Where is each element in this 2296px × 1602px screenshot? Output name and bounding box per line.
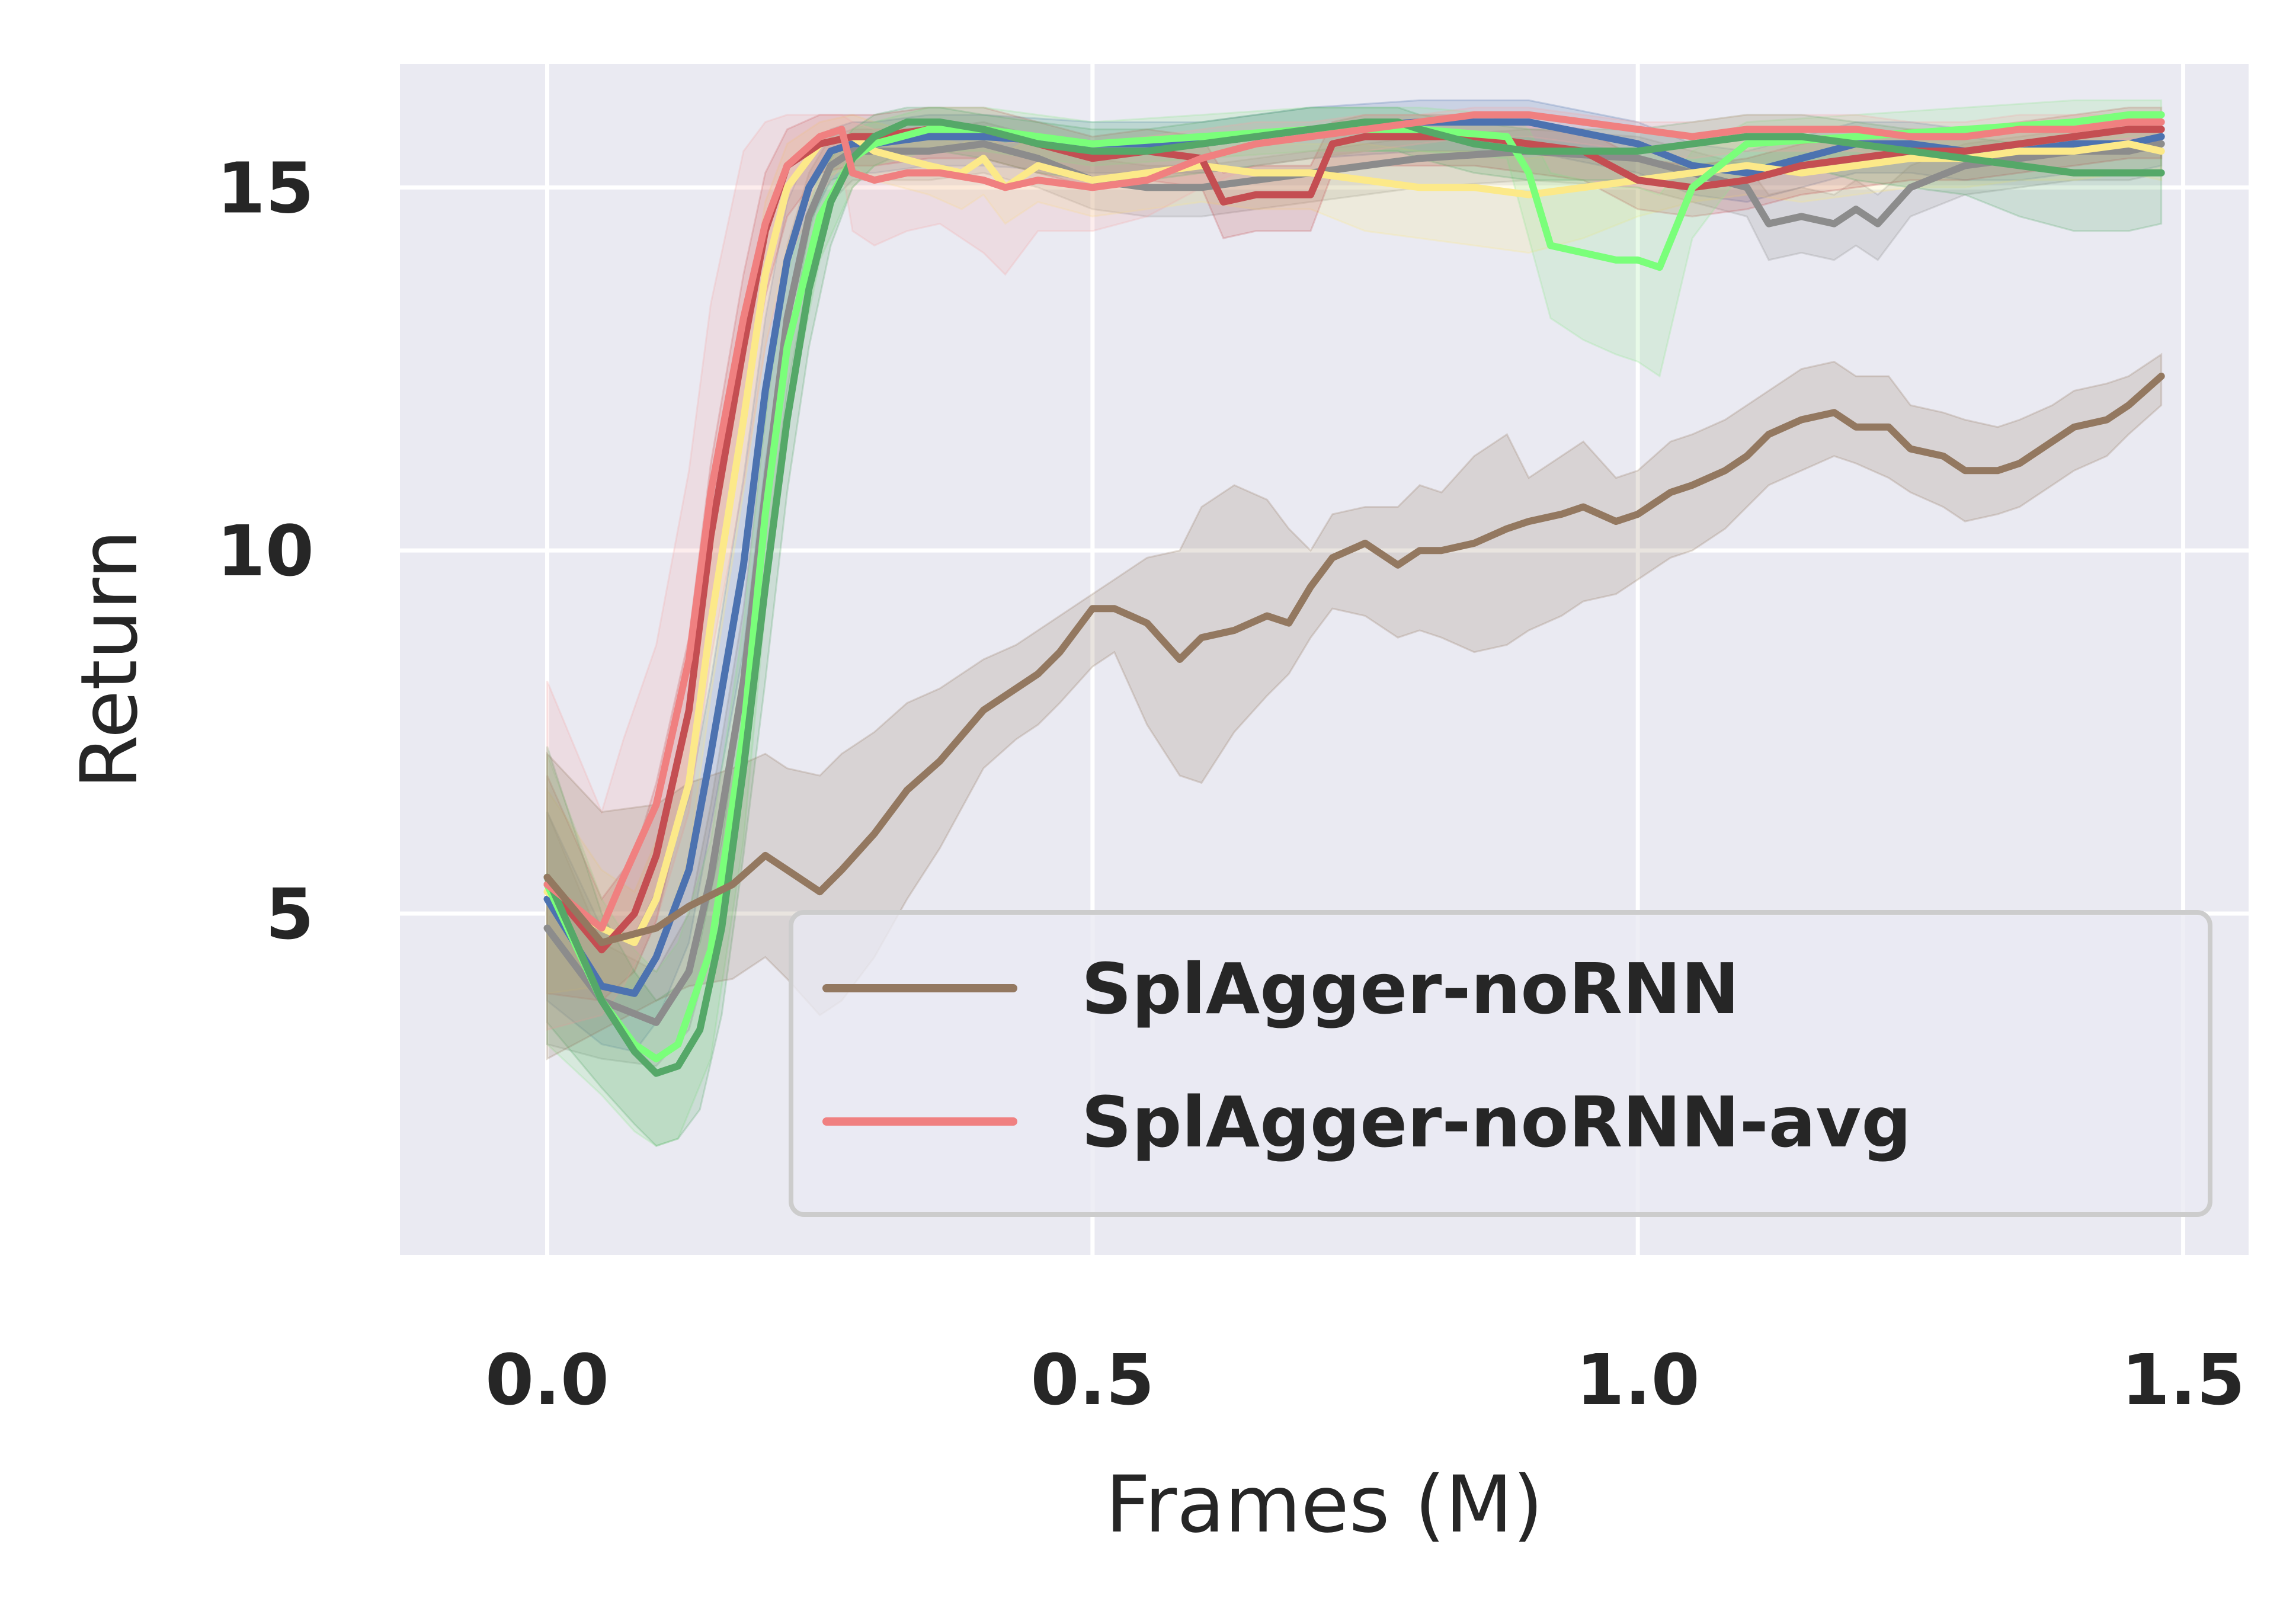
series-6-line [543,126,2165,954]
x-tick-label: 0.5 [1030,1339,1154,1421]
legend-label-splagger-nornn-avg: SplAgger-noRNN-avg [1081,1081,1911,1163]
series-8-band [546,107,2163,1147]
x-tick-label: 1.5 [2121,1339,2245,1421]
splagger-nornn-line [543,373,2165,946]
series-7-line [543,111,2165,1063]
y-tick-label: 10 [217,510,314,592]
series-lines [543,111,2165,1077]
y-axis-label: Return [64,530,155,789]
series-8-line [543,118,2165,1077]
x-tick-label: 1.0 [1576,1339,1700,1421]
splagger-nornn-band [546,353,2163,1060]
tick-labels: 0.0 0.5 1.0 1.5 5 10 15 [217,147,2245,1421]
splagger-nornn-avg-line [543,111,2165,932]
legend-label-splagger-nornn: SplAgger-noRNN [1081,948,1740,1030]
legend-box [789,910,2212,1217]
series-5-band [546,114,2163,995]
x-tick-label: 0.0 [485,1339,609,1421]
y-tick-label: 5 [265,873,314,955]
x-axis-label: Frames (M) [1106,1459,1544,1550]
y-tick-label: 15 [217,147,314,229]
legend: SplAgger-noRNN SplAgger-noRNN-avg [789,910,2212,1217]
